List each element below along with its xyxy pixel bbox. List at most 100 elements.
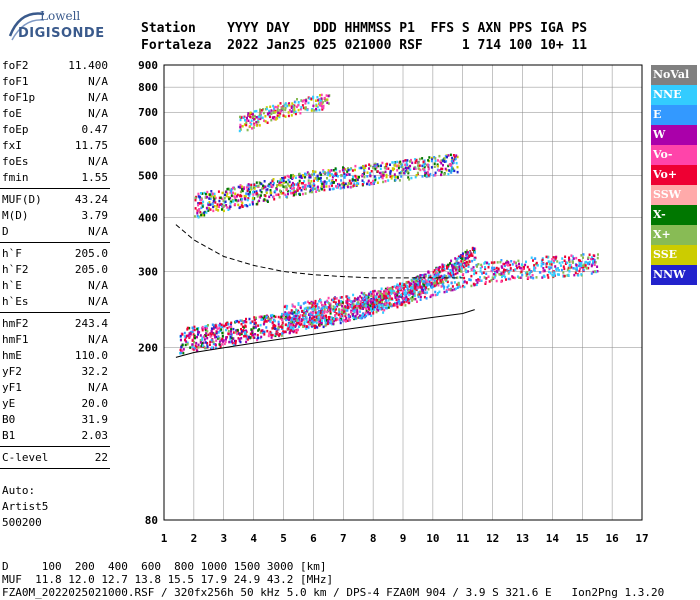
echo-point	[251, 113, 254, 116]
echo-point	[291, 312, 294, 315]
echo-point	[353, 305, 356, 309]
echo-point	[305, 306, 308, 310]
echo-point	[329, 307, 332, 311]
echo-point	[261, 331, 264, 335]
echo-point	[200, 201, 203, 205]
echo-point	[443, 264, 446, 267]
echo-point	[532, 276, 535, 280]
echo-point	[284, 330, 287, 333]
echo-point	[350, 300, 352, 303]
echo-point	[207, 193, 210, 196]
echo-point	[317, 307, 320, 310]
echo-point	[206, 342, 209, 345]
echo-point	[342, 306, 345, 310]
echo-point	[307, 182, 310, 185]
echo-point	[291, 320, 294, 323]
echo-point	[237, 199, 240, 202]
echo-point	[493, 273, 495, 276]
echo-point	[375, 310, 378, 314]
echo-point	[305, 320, 308, 324]
echo-point	[334, 314, 336, 317]
echo-point	[334, 167, 337, 170]
echo-point	[465, 264, 468, 267]
echo-point	[265, 191, 268, 194]
echo-point	[404, 289, 407, 292]
echo-point	[266, 200, 269, 203]
echo-point	[428, 280, 431, 283]
echo-point	[323, 310, 326, 313]
echo-point	[394, 176, 397, 179]
echo-point	[278, 114, 281, 117]
echo-point	[298, 325, 300, 328]
echo-point	[384, 289, 387, 292]
echo-point	[356, 309, 359, 312]
echo-point	[466, 254, 469, 258]
echo-point	[288, 313, 291, 316]
echo-point	[521, 273, 524, 277]
echo-point	[594, 261, 597, 264]
param-name: yF1	[2, 381, 22, 394]
echo-point	[369, 172, 372, 175]
param-name: hmF2	[2, 317, 29, 330]
echo-point	[434, 174, 437, 177]
echo-point	[289, 331, 291, 334]
echo-point	[410, 292, 413, 295]
echo-point	[273, 117, 276, 121]
echo-point	[457, 257, 460, 260]
echo-point	[285, 195, 288, 198]
param-row: foE N/A	[2, 106, 108, 122]
echo-point	[378, 297, 381, 300]
echo-point	[298, 175, 301, 179]
echo-point	[449, 153, 452, 157]
echo-point	[390, 292, 393, 295]
echo-point	[299, 186, 302, 190]
echo-point	[329, 182, 332, 185]
echo-point	[399, 288, 402, 292]
echo-point	[381, 296, 384, 299]
echo-point	[354, 164, 357, 168]
echo-point	[195, 341, 198, 345]
echo-point	[230, 327, 233, 331]
echo-point	[314, 170, 317, 174]
echo-point	[401, 293, 404, 296]
echo-point	[456, 170, 459, 174]
echo-point	[563, 259, 566, 262]
echo-point	[513, 276, 516, 280]
echo-point	[306, 309, 308, 312]
param-row: hmE 110.0	[2, 348, 108, 364]
echo-point	[468, 251, 471, 254]
echo-point	[312, 170, 314, 173]
echo-point	[396, 175, 399, 179]
echo-point	[506, 268, 509, 272]
echo-point	[321, 182, 324, 186]
echo-point	[304, 106, 307, 109]
echo-point	[247, 119, 250, 122]
echo-point	[315, 318, 318, 322]
echo-point	[552, 256, 555, 259]
echo-point	[596, 265, 599, 268]
echo-point	[570, 266, 573, 269]
echo-point	[411, 299, 414, 302]
echo-point	[338, 308, 341, 312]
echo-point	[307, 101, 310, 105]
echo-point	[356, 183, 359, 187]
echo-point	[406, 163, 409, 167]
echo-point	[430, 156, 433, 160]
echo-point	[381, 298, 384, 301]
echo-point	[360, 315, 363, 318]
x-tick-label: 4	[250, 532, 257, 545]
echo-point	[451, 268, 454, 271]
echo-point	[293, 111, 296, 114]
echo-point	[378, 305, 381, 308]
echo-point	[448, 288, 450, 291]
echo-point	[219, 322, 221, 326]
echo-point	[412, 293, 415, 296]
echo-point	[390, 290, 393, 293]
echo-point	[433, 281, 436, 285]
echo-point	[375, 293, 378, 296]
echo-point	[433, 280, 436, 283]
echo-point	[588, 260, 591, 264]
echo-point	[319, 94, 321, 97]
echo-point	[272, 314, 275, 318]
auto-version: 500200	[2, 516, 42, 529]
